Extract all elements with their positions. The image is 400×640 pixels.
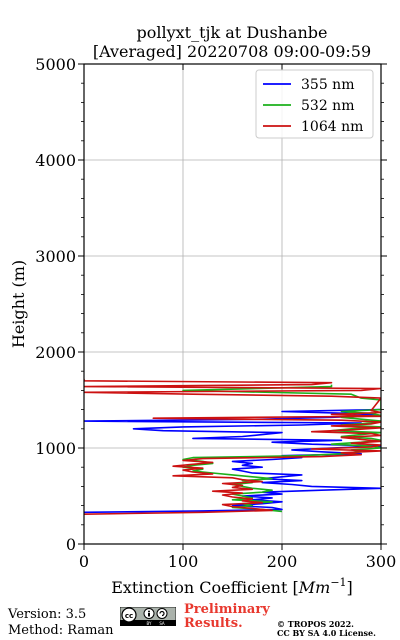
y-tick-label: 4000 xyxy=(35,151,76,170)
chart-area: pollyxt_tjk at Dushanbe [Averaged] 20220… xyxy=(9,23,396,597)
copyright-line-2: CC BY SA 4.0 License. xyxy=(277,628,376,638)
plot-frame xyxy=(83,63,382,545)
cc-by-sa-badge-icon: cc BY SA xyxy=(120,607,176,626)
legend-label: 355 nm xyxy=(301,77,354,93)
y-tick-label: 3000 xyxy=(35,247,76,266)
y-tick-label: 5000 xyxy=(35,55,76,74)
legend-label: 1064 nm xyxy=(301,119,363,135)
x-axis-label: Extinction Coefficient [Mm−1] xyxy=(111,576,353,597)
series-line-1064-nm xyxy=(84,378,381,515)
x-tick-label: 300 xyxy=(366,552,397,571)
method-text: Method: Raman xyxy=(8,623,114,638)
legend-label: 532 nm xyxy=(301,98,354,114)
copyright-line-1: © TROPOS 2022. xyxy=(277,619,354,629)
legend-box xyxy=(255,69,374,139)
y-axis-label: Height (m) xyxy=(9,260,28,348)
preliminary-line-2: Results. xyxy=(184,616,243,631)
y-tick-label: 2000 xyxy=(35,343,76,362)
version-text: Version: 3.5 xyxy=(8,607,87,622)
chart-subtitle: [Averaged] 20220708 09:00-09:59 xyxy=(93,42,371,61)
preliminary-notice: Preliminary Results. xyxy=(184,603,270,631)
series-lines xyxy=(84,378,381,515)
svg-text:BY: BY xyxy=(147,621,153,626)
svg-text:SA: SA xyxy=(159,621,165,626)
x-tick-label: 0 xyxy=(79,552,89,571)
preliminary-line-1: Preliminary xyxy=(184,602,270,617)
x-tick-label: 200 xyxy=(267,552,298,571)
copyright-notice: © TROPOS 2022. CC BY SA 4.0 License. xyxy=(277,620,376,638)
y-tick-label: 1000 xyxy=(35,439,76,458)
y-tick-label: 0 xyxy=(66,535,76,554)
svg-text:cc: cc xyxy=(125,612,133,620)
legend: 355 nm 532 nm 1064 nm xyxy=(255,69,374,139)
x-tick-label: 100 xyxy=(168,552,199,571)
chart-title: pollyxt_tjk at Dushanbe xyxy=(136,23,327,42)
